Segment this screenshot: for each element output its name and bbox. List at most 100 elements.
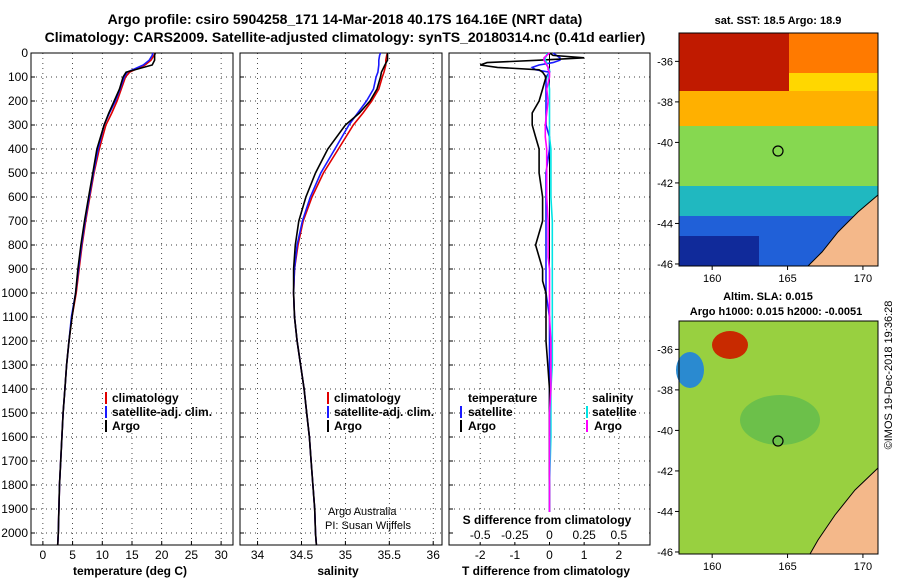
map-sla: Altim. SLA: 0.015 Argo h1000: 0.015 h200… — [657, 291, 895, 573]
sla-profile-marker — [772, 435, 784, 447]
x-tick-label: 34.5 — [290, 548, 314, 562]
sla-title-2: Argo h1000: 0.015 h2000: -0.0051 — [690, 306, 862, 318]
legend-climatology: climatology — [112, 391, 179, 405]
series-argo — [292, 53, 389, 546]
temperature-grid — [31, 52, 233, 545]
lon-tick-label: 170 — [854, 273, 872, 285]
sst-orange-patch — [789, 33, 878, 73]
lat-tick-label: -42 — [657, 466, 673, 478]
sst-deep-blue-patch — [679, 236, 759, 266]
lat-tick-label: -38 — [657, 97, 673, 109]
depth-tick-label: 1200 — [1, 334, 28, 348]
difference-series — [479, 52, 585, 545]
sla-axis-ticks: 160 165 170 -36 -38 -40 -42 -44 -46 — [657, 344, 872, 573]
panel-difference: T difference from climatology -2 -1 0 1 2 S … — [448, 52, 651, 578]
t-difference-xlabel: T difference from climatology — [462, 564, 630, 578]
depth-tick-label: 1300 — [1, 358, 28, 372]
legend-climatology: climatology — [334, 391, 401, 405]
lon-tick-label: 160 — [703, 273, 721, 285]
depth-tick-label: 1900 — [1, 502, 28, 516]
series-argo — [56, 52, 156, 546]
depth-tick-label: 400 — [8, 142, 28, 156]
series-t-argo — [479, 52, 585, 533]
temperature-series — [56, 52, 156, 546]
s-axis-backdrop — [453, 512, 646, 542]
depth-tick-label: 1700 — [1, 454, 28, 468]
s-difference-ticks: -0.5 -0.25 0 0.25 0.5 — [470, 528, 628, 542]
salinity-grid — [240, 52, 442, 545]
x-tick-label: 0 — [546, 548, 553, 562]
lon-tick-label: 165 — [778, 561, 796, 573]
s-tick-label: -0.5 — [470, 528, 491, 542]
s-difference-label: S difference from climatology — [463, 513, 632, 527]
x-tick-label: 0 — [40, 548, 47, 562]
temperature-xlabel: temperature (deg C) — [73, 564, 187, 578]
depth-ticks: 0 100 200 300 400 500 600 700 800 900 1000 1100 1200… — [1, 46, 28, 540]
x-tick-label: 15 — [125, 548, 139, 562]
legend-satellite: satellite-adj. clim. — [334, 405, 434, 419]
lat-tick-label: -46 — [657, 259, 673, 271]
temperature-x-ticks: 0 5 10 15 20 25 30 — [40, 548, 229, 562]
sla-high-anomaly — [712, 331, 748, 359]
x-tick-label: 34 — [251, 548, 265, 562]
x-tick-label: -1 — [510, 548, 521, 562]
sst-title: sat. SST: 18.5 Argo: 18.9 — [715, 15, 842, 27]
series-climatology — [292, 52, 389, 546]
salinity-x-ticks: 34 34.5 35 35.5 36 — [251, 548, 440, 562]
lat-tick-label: -44 — [657, 506, 673, 518]
legend-t-satellite: satellite — [468, 405, 513, 419]
legend-s-argo: Argo — [594, 419, 622, 433]
lon-tick-label: 170 — [854, 561, 872, 573]
depth-tick-label: 600 — [8, 190, 28, 204]
s-tick-label: -0.25 — [501, 528, 529, 542]
x-tick-label: 35 — [339, 548, 353, 562]
s-tick-label: 0 — [546, 528, 553, 542]
salinity-legend: climatology satellite-adj. clim. Argo — [327, 391, 434, 433]
legend-satellite: satellite-adj. clim. — [112, 405, 212, 419]
title-line-1: Argo profile: csiro 5904258_171 14-Mar-2… — [108, 11, 583, 27]
legend-t-argo: Argo — [468, 419, 496, 433]
x-tick-label: 35.5 — [378, 548, 402, 562]
x-tick-label: 2 — [615, 548, 622, 562]
t-difference-x-ticks: -2 -1 0 1 2 — [475, 548, 623, 562]
temperature-legend: climatology satellite-adj. clim. Argo — [105, 391, 212, 433]
pi-note: PI: Susan Wijffels — [325, 520, 411, 532]
sla-low-anomaly — [676, 352, 704, 388]
depth-tick-label: 1400 — [1, 382, 28, 396]
legend-argo: Argo — [112, 419, 140, 433]
x-tick-label: 30 — [214, 548, 228, 562]
legend-salinity-title: salinity — [592, 391, 634, 405]
sla-frame — [678, 320, 879, 555]
lat-tick-label: -46 — [657, 547, 673, 559]
depth-tick-label: 1500 — [1, 406, 28, 420]
series-s-argo — [543, 52, 552, 533]
x-tick-label: 5 — [69, 548, 76, 562]
title-line-2: Climatology: CARS2009. Satellite-adjuste… — [45, 29, 646, 45]
panel-salinity: salinity 34 34.5 35 35.5 36 climatology sate… — [239, 52, 443, 578]
legend-s-satellite: satellite — [592, 405, 637, 419]
s-tick-label: 0.5 — [610, 528, 627, 542]
x-tick-label: 25 — [185, 548, 199, 562]
depth-tick-label: 1800 — [1, 478, 28, 492]
map-sst: sat. SST: 18.5 Argo: 18.9 160 165 170 -36 -3… — [657, 15, 879, 285]
salinity-series — [292, 52, 389, 546]
lat-tick-label: -40 — [657, 425, 673, 437]
sst-frame — [678, 32, 879, 267]
depth-tick-label: 1100 — [2, 310, 28, 324]
series-satellite — [292, 52, 382, 546]
lat-tick-label: -36 — [657, 344, 673, 356]
depth-tick-label: 800 — [8, 238, 28, 252]
lat-tick-label: -40 — [657, 137, 673, 149]
lon-tick-label: 165 — [778, 273, 796, 285]
lat-tick-label: -44 — [657, 218, 673, 230]
lat-tick-label: -38 — [657, 385, 673, 397]
lat-tick-label: -36 — [657, 56, 673, 68]
salinity-xlabel: salinity — [317, 564, 359, 578]
panel-temperature: temperature (deg C) 01002003004005006007… — [1, 46, 234, 578]
depth-tick-label: 200 — [8, 94, 28, 108]
sst-profile-marker — [772, 145, 784, 157]
x-tick-label: 36 — [427, 548, 441, 562]
sst-cyan-band — [679, 186, 878, 216]
legend-temperature-title: temperature — [468, 391, 538, 405]
